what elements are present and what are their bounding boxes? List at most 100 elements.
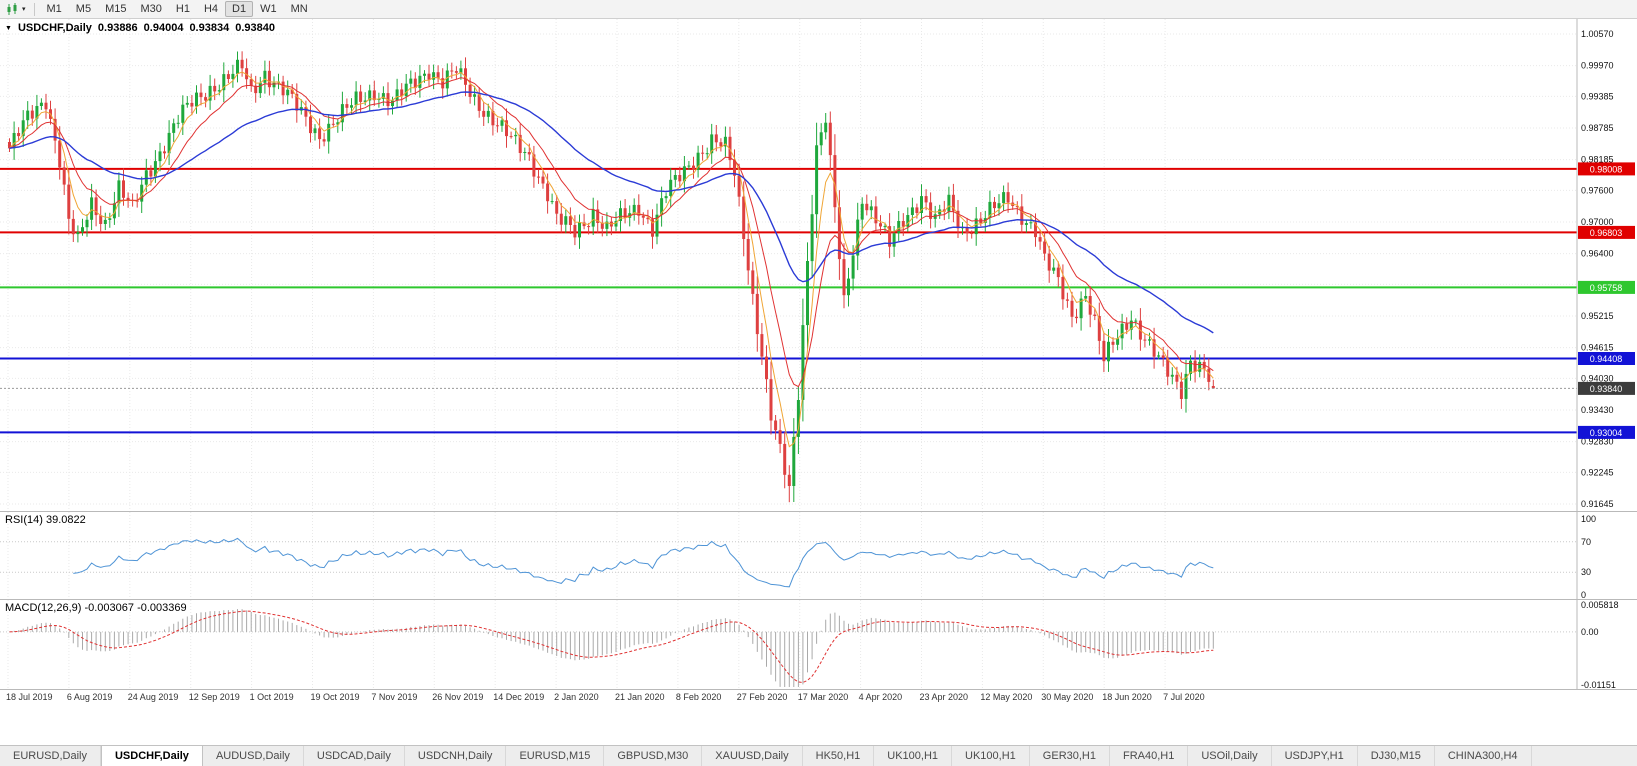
horizontal-level-lines[interactable] xyxy=(0,167,1577,434)
chart-tab-usdjpy-h1[interactable]: USDJPY,H1 xyxy=(1272,746,1358,766)
date-axis[interactable]: 18 Jul 2019 6 Aug 2019 24 Aug 2019 12 Sep 2… xyxy=(0,689,1637,705)
rsi-label: RSI(14) 39.0822 xyxy=(5,514,86,526)
date-label: 6 Aug 2019 xyxy=(66,692,113,702)
chart-tab-uk100-h1[interactable]: UK100,H1 xyxy=(952,746,1030,766)
svg-text:0.99970: 0.99970 xyxy=(1581,61,1614,71)
rsi-canvas[interactable]: 100 70 30 0 xyxy=(0,512,1637,599)
svg-text:0.00: 0.00 xyxy=(1581,627,1599,637)
svg-text:0.97600: 0.97600 xyxy=(1581,185,1614,195)
chart-tab-fra40-h1[interactable]: FRA40,H1 xyxy=(1110,746,1189,766)
chart-tab-ger30-h1[interactable]: GER30,H1 xyxy=(1030,746,1110,766)
svg-text:-0.01151: -0.01151 xyxy=(1581,680,1616,689)
chart-tab-hk50-h1[interactable]: HK50,H1 xyxy=(803,746,875,766)
date-label: 24 Aug 2019 xyxy=(127,692,179,702)
svg-text:0.93430: 0.93430 xyxy=(1581,405,1614,415)
chart-tab-usdchf-daily[interactable]: USDCHF,Daily xyxy=(100,746,203,766)
rsi-scale[interactable]: 100 70 30 0 xyxy=(1576,512,1637,599)
date-label: 17 Mar 2020 xyxy=(797,692,849,702)
svg-text:70: 70 xyxy=(1581,537,1591,547)
timeframe-button-m30[interactable]: M30 xyxy=(140,3,162,15)
rsi-level-lines xyxy=(0,541,1577,573)
chart-tab-china300-h4[interactable]: CHINA300,H4 xyxy=(1435,746,1532,766)
svg-text:0.99385: 0.99385 xyxy=(1581,91,1614,101)
timeframe-button-h4[interactable]: H4 xyxy=(203,3,219,15)
main-price-chart-panel[interactable]: 1.00570 0.99970 0.99385 0.98785 0.98185 0.976… xyxy=(0,19,1637,511)
symbol-dropdown-icon[interactable]: ▼ xyxy=(5,24,12,32)
chart-tab-dj30-m15[interactable]: DJ30,M15 xyxy=(1358,746,1435,766)
svg-text:0: 0 xyxy=(1581,590,1586,599)
date-label: 12 Sep 2019 xyxy=(188,692,240,702)
date-label: 19 Oct 2019 xyxy=(310,692,360,702)
rsi-line xyxy=(73,537,1214,588)
svg-text:0.92830: 0.92830 xyxy=(1581,437,1614,447)
macd-indicator-panel[interactable]: 0.005818 0.00 -0.01151 MACD(12,26,9) -0.00… xyxy=(0,599,1637,689)
timeframe-button-mn[interactable]: MN xyxy=(290,3,308,15)
price-scale[interactable]: 1.00570 0.99970 0.99385 0.98785 0.98185 0.976… xyxy=(1576,19,1637,511)
svg-text:0.98008: 0.98008 xyxy=(1590,164,1623,174)
date-label: 14 Dec 2019 xyxy=(493,692,545,702)
main-chart-canvas[interactable]: 1.00570 0.99970 0.99385 0.98785 0.98185 0.976… xyxy=(0,19,1637,511)
svg-text:0.95758: 0.95758 xyxy=(1590,283,1623,293)
chart-tab-usoil-daily[interactable]: USOil,Daily xyxy=(1188,746,1272,766)
svg-text:0.96400: 0.96400 xyxy=(1581,249,1614,259)
chart-ohlc-line: ▼ USDCHF,Daily 0.93886 0.94004 0.93834 0… xyxy=(5,22,275,34)
chart-tab-usdcad-daily[interactable]: USDCAD,Daily xyxy=(304,746,405,766)
date-label: 1 Oct 2019 xyxy=(249,692,294,702)
toolbar-separator xyxy=(33,2,35,16)
chart-tab-eurusd-m15[interactable]: EURUSD,M15 xyxy=(506,746,605,766)
chart-symbol-label: USDCHF,Daily xyxy=(17,22,92,34)
date-label: 8 Feb 2020 xyxy=(675,692,722,702)
svg-text:0.94030: 0.94030 xyxy=(1581,373,1614,383)
date-label: 18 Jun 2020 xyxy=(1102,692,1152,702)
svg-text:0.94615: 0.94615 xyxy=(1581,343,1614,353)
chart-tab-xauusd-daily[interactable]: XAUUSD,Daily xyxy=(702,746,803,766)
timeframe-button-h1[interactable]: H1 xyxy=(175,3,190,15)
timeframe-button-d1[interactable]: D1 xyxy=(225,1,254,17)
grid xyxy=(0,600,1577,689)
date-label: 4 Apr 2020 xyxy=(858,692,903,702)
chart-tab-eurusd-daily[interactable]: EURUSD,Daily xyxy=(0,746,101,766)
chevron-down-icon: ▾ xyxy=(22,6,26,13)
date-label: 26 Nov 2019 xyxy=(432,692,484,702)
timeframe-buttons: M1 M5 M15 M30 H1 H4 D1 W1 MN xyxy=(40,1,315,17)
date-label: 7 Nov 2019 xyxy=(371,692,418,702)
macd-histogram xyxy=(13,609,1214,687)
date-label: 7 Jul 2020 xyxy=(1163,692,1205,702)
chart-type-icon[interactable]: ▾ xyxy=(3,2,29,16)
chart-tab-usdcnh-daily[interactable]: USDCNH,Daily xyxy=(405,746,507,766)
rsi-indicator-panel[interactable]: 100 70 30 0 RSI(14) 39.0822 xyxy=(0,511,1637,599)
timeframe-button-m5[interactable]: M5 xyxy=(75,3,92,15)
chart-tab-audusd-daily[interactable]: AUDUSD,Daily xyxy=(203,746,304,766)
svg-text:0.93840: 0.93840 xyxy=(1590,384,1623,394)
svg-text:0.92245: 0.92245 xyxy=(1581,467,1614,477)
date-label: 27 Feb 2020 xyxy=(736,692,788,702)
svg-text:0.96803: 0.96803 xyxy=(1590,228,1623,238)
current-price-badge xyxy=(1578,381,1635,395)
timeframe-button-m1[interactable]: M1 xyxy=(46,3,62,15)
chart-tab-uk100-h1[interactable]: UK100,H1 xyxy=(874,746,953,766)
svg-text:1.00570: 1.00570 xyxy=(1581,29,1614,39)
chart-tabs-bar: EURUSD,Daily USDCHF,Daily AUDUSD,Daily USDC… xyxy=(0,745,1637,766)
grid xyxy=(7,512,1166,599)
moving-average-lines xyxy=(9,71,1214,448)
svg-text:0.94408: 0.94408 xyxy=(1590,354,1623,364)
svg-text:0.98185: 0.98185 xyxy=(1581,155,1614,165)
chart-tab-gbpusd-m30[interactable]: GBPUSD,M30 xyxy=(604,746,703,766)
date-label: 12 May 2020 xyxy=(980,692,1033,702)
candlestick-glyph xyxy=(7,2,17,15)
macd-signal-line xyxy=(9,610,1214,684)
date-label: 2 Jan 2020 xyxy=(554,692,599,702)
ohlc-open-value: 0.93886 xyxy=(97,22,138,34)
macd-scale[interactable]: 0.005818 0.00 -0.01151 xyxy=(1576,600,1637,689)
macd-canvas[interactable]: 0.005818 0.00 -0.01151 xyxy=(0,600,1637,689)
svg-text:0.93004: 0.93004 xyxy=(1590,428,1623,438)
svg-text:0.91645: 0.91645 xyxy=(1581,499,1614,509)
date-label: 30 May 2020 xyxy=(1041,692,1094,702)
timeframe-button-w1[interactable]: W1 xyxy=(260,3,277,15)
svg-text:100: 100 xyxy=(1581,514,1596,524)
timeframe-button-m15[interactable]: M15 xyxy=(105,3,127,15)
svg-text:30: 30 xyxy=(1581,567,1591,577)
candles xyxy=(8,51,1215,503)
svg-text:0.97000: 0.97000 xyxy=(1581,217,1614,227)
